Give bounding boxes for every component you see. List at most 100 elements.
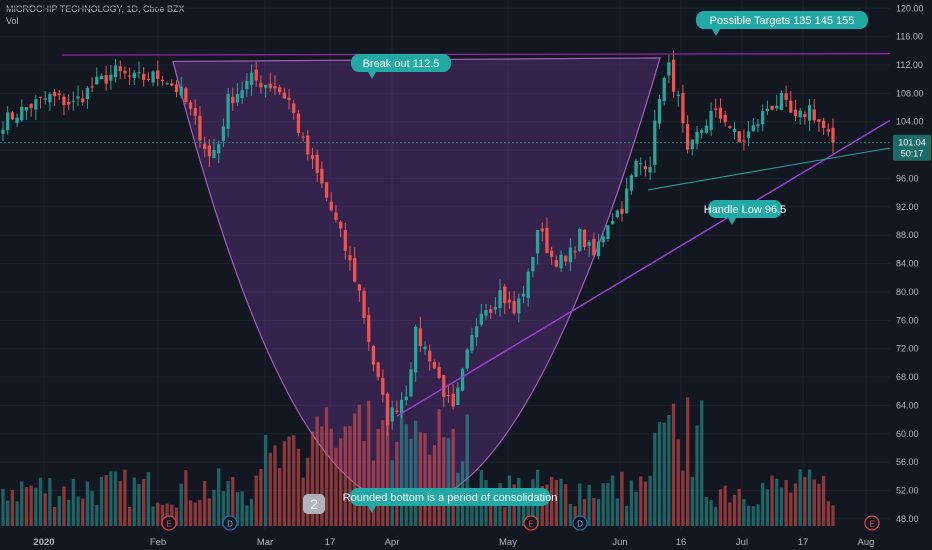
candle-body xyxy=(414,326,418,373)
volume-bar xyxy=(315,416,319,526)
candle-body xyxy=(202,143,207,149)
volume-bar xyxy=(653,432,657,526)
volume-bar xyxy=(395,441,399,526)
volume-bar xyxy=(399,409,404,526)
candle-body xyxy=(320,168,324,184)
candle-body xyxy=(57,93,61,95)
wave-label-box xyxy=(303,494,325,514)
candle-body xyxy=(179,86,183,96)
volume-bar xyxy=(437,409,441,526)
candle-body xyxy=(306,135,310,155)
volume-bar xyxy=(695,425,699,526)
candle-body xyxy=(324,182,329,198)
volume-bar xyxy=(568,503,573,526)
candle-body xyxy=(484,310,488,316)
candle-body xyxy=(685,124,690,150)
volume-bar xyxy=(381,420,385,526)
candle-body xyxy=(132,72,136,78)
candle-body xyxy=(620,208,624,214)
candle-body xyxy=(770,105,774,110)
volume-bar xyxy=(761,482,765,526)
price-axis[interactable]: 120.00116.00112.00108.00104.00100.0096.0… xyxy=(896,3,924,524)
candle-body xyxy=(681,93,685,124)
candle-body xyxy=(465,349,469,369)
volume-bar xyxy=(789,492,793,526)
earnings-badge-text: E xyxy=(166,520,171,529)
volume-bar xyxy=(474,499,479,526)
time-tick-label: Mar xyxy=(257,537,273,548)
volume-bar xyxy=(521,502,526,526)
candle-body xyxy=(52,91,57,97)
volume-bar xyxy=(723,485,727,526)
candle-body xyxy=(826,129,830,132)
volume-bar xyxy=(235,492,240,526)
volume-bar xyxy=(376,428,380,526)
volume-bar xyxy=(657,421,662,526)
volume-bar xyxy=(329,428,333,526)
candle-body xyxy=(381,377,385,395)
price-tick-label: 116.00 xyxy=(896,32,923,42)
volume-bar xyxy=(648,475,652,526)
volume-bar xyxy=(310,431,315,526)
volume-bar xyxy=(99,477,104,526)
volume-bar xyxy=(418,432,422,526)
candle-body xyxy=(95,76,99,85)
candle-body xyxy=(184,88,188,102)
time-axis[interactable]: 2020 Feb Mar 17 Apr May Jun 16 Jul 17 Aug xyxy=(33,537,874,548)
targets-callout-box xyxy=(696,11,868,29)
volume-bar xyxy=(596,499,601,526)
volume-bar xyxy=(6,500,10,526)
candle-body xyxy=(231,96,235,104)
price-tag-countdown: 50:17 xyxy=(901,149,924,159)
candle-body xyxy=(817,119,821,122)
candle-body xyxy=(653,120,657,165)
candle-body xyxy=(142,73,146,80)
candle-body xyxy=(188,102,193,109)
volume-bar xyxy=(831,505,835,526)
candle-body xyxy=(643,166,648,170)
volume-bar xyxy=(489,500,493,526)
volume-bar xyxy=(625,505,629,526)
volume-bar xyxy=(610,475,615,526)
handle-low-callout-box xyxy=(708,200,782,218)
candle-body xyxy=(460,368,465,391)
volume-bar xyxy=(639,476,643,526)
volume-bar xyxy=(353,413,357,526)
volume-bar xyxy=(620,471,624,526)
volume-bar xyxy=(287,436,291,526)
candle-body xyxy=(343,229,347,252)
wave-label: 2 xyxy=(303,494,325,514)
candle-body xyxy=(564,255,568,262)
candle-body xyxy=(531,257,535,272)
candle-body xyxy=(156,70,160,79)
volume-label: Vol xyxy=(6,16,19,26)
volume-bar xyxy=(71,479,75,526)
volume-bar xyxy=(249,498,254,526)
candle-body xyxy=(714,108,718,110)
candle-body xyxy=(127,75,132,77)
resistance-line xyxy=(61,53,891,56)
volume-bar xyxy=(95,504,99,526)
volume-bar xyxy=(324,407,329,526)
volume-bar xyxy=(217,468,221,526)
time-tick-label: May xyxy=(499,537,517,548)
price-tick-label: 76.00 xyxy=(896,315,919,325)
candle-body xyxy=(278,87,282,93)
candle-body xyxy=(746,131,751,138)
candle-body xyxy=(498,290,502,309)
volume-bar xyxy=(503,507,507,526)
candle-body xyxy=(165,83,169,85)
volume-bar xyxy=(465,414,469,526)
volume-bar xyxy=(212,489,216,526)
candle-body xyxy=(217,144,221,154)
candle-body xyxy=(151,71,155,83)
handle-low-callout-text: Handle Low 96.5 xyxy=(704,204,787,216)
candle-body xyxy=(146,78,151,80)
volume-bar xyxy=(81,498,85,526)
candle-body xyxy=(34,99,38,110)
candle-body xyxy=(310,154,315,159)
volume-bar xyxy=(606,482,610,526)
volume-bar xyxy=(156,502,160,526)
candle-body xyxy=(803,113,807,117)
